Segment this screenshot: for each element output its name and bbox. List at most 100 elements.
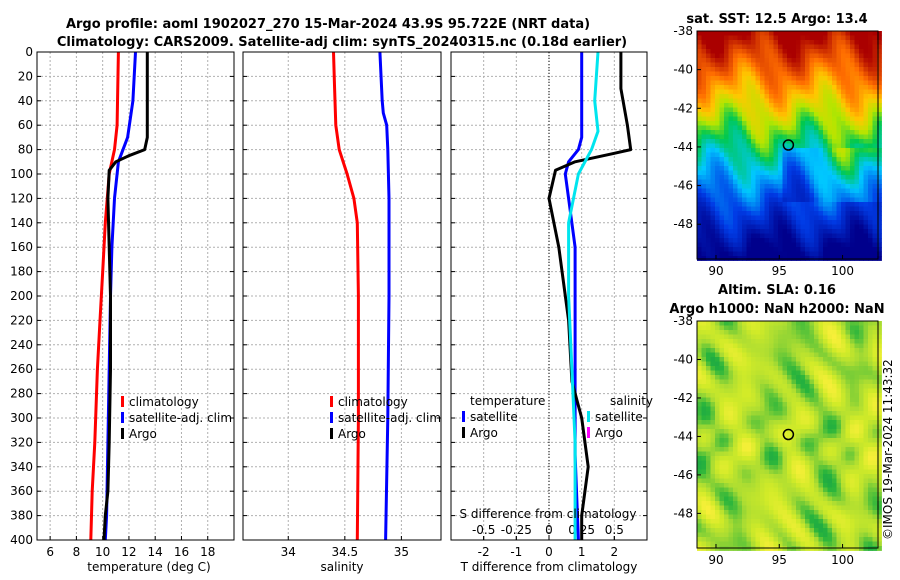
x-tick-label: 10 bbox=[95, 545, 110, 559]
map-cell bbox=[760, 188, 765, 194]
map-cell bbox=[728, 211, 734, 216]
map-cell bbox=[877, 62, 882, 68]
map-cell bbox=[742, 130, 747, 135]
map-cell bbox=[778, 451, 783, 457]
map-cell bbox=[868, 429, 873, 434]
map-cell bbox=[800, 483, 806, 488]
map-cell bbox=[755, 501, 761, 506]
map-cell bbox=[724, 206, 729, 212]
map-cell bbox=[850, 393, 855, 398]
map-cell bbox=[836, 130, 842, 135]
map-cell bbox=[778, 523, 783, 529]
map-cell bbox=[701, 184, 707, 189]
map-cell bbox=[715, 460, 720, 466]
map-cell bbox=[845, 523, 851, 529]
map-cell bbox=[760, 330, 765, 335]
map-cell bbox=[823, 366, 828, 371]
map-cell bbox=[868, 143, 873, 149]
map-cell bbox=[868, 85, 873, 90]
map-cell bbox=[746, 501, 752, 506]
map-cell bbox=[764, 58, 770, 63]
map-cell bbox=[760, 130, 765, 135]
map-cell bbox=[818, 85, 824, 90]
map-cell bbox=[841, 424, 846, 430]
map-cell bbox=[769, 98, 774, 104]
map-cell bbox=[814, 62, 819, 68]
map-cell bbox=[787, 460, 792, 466]
map-cell bbox=[800, 411, 806, 416]
map-cell bbox=[742, 334, 747, 340]
map-cell bbox=[697, 40, 702, 45]
map-cell bbox=[836, 143, 842, 149]
map-cell bbox=[836, 415, 842, 421]
map-cell bbox=[751, 71, 756, 77]
map-cell bbox=[778, 496, 783, 502]
map-cell bbox=[805, 184, 810, 189]
map-cell bbox=[859, 334, 864, 340]
map-cell bbox=[791, 35, 797, 41]
map-cell bbox=[877, 139, 882, 144]
series-t-satellite bbox=[563, 52, 584, 541]
map-cell bbox=[697, 152, 702, 158]
map-cell bbox=[710, 229, 716, 234]
map-cell bbox=[832, 31, 837, 36]
map-cell bbox=[769, 456, 774, 461]
map-cell bbox=[710, 375, 716, 380]
map-cell bbox=[800, 330, 806, 335]
map-cell bbox=[697, 519, 702, 524]
map-cell bbox=[814, 411, 819, 416]
map-cell bbox=[872, 71, 878, 77]
map-cell bbox=[751, 393, 756, 398]
map-cell bbox=[706, 175, 711, 180]
map-cell bbox=[836, 251, 842, 257]
map-cell bbox=[832, 456, 837, 461]
map-cell bbox=[715, 433, 720, 439]
map-cell bbox=[706, 474, 711, 479]
map-cell bbox=[755, 514, 761, 520]
map-cell bbox=[791, 384, 797, 389]
map-cell bbox=[805, 429, 810, 434]
map-cell bbox=[850, 532, 855, 538]
map-cell bbox=[796, 420, 801, 425]
map-cell bbox=[782, 348, 788, 353]
map-cell bbox=[823, 483, 828, 488]
map-cell bbox=[760, 438, 765, 443]
map-cell bbox=[715, 523, 720, 529]
map-cell bbox=[710, 397, 716, 403]
map-cell bbox=[805, 206, 810, 212]
map-cell bbox=[751, 98, 756, 104]
map-cell bbox=[796, 80, 801, 86]
map-cell bbox=[701, 397, 707, 403]
map-cell bbox=[859, 80, 864, 86]
map-cell bbox=[755, 125, 761, 131]
map-cell bbox=[760, 134, 765, 140]
map-cell bbox=[796, 537, 801, 542]
map-cell bbox=[859, 251, 864, 257]
map-cell bbox=[877, 202, 882, 207]
map-cell bbox=[805, 379, 810, 385]
map-cell bbox=[724, 130, 729, 135]
map-cell bbox=[715, 397, 720, 403]
map-cell bbox=[724, 134, 729, 140]
map-cell bbox=[755, 469, 761, 475]
map-cell bbox=[796, 424, 801, 430]
map-cell bbox=[724, 58, 729, 63]
map-cell bbox=[778, 35, 783, 41]
map-cell bbox=[805, 393, 810, 398]
map-cell bbox=[701, 541, 707, 547]
map-cell bbox=[832, 348, 837, 353]
map-cell bbox=[778, 465, 783, 470]
map-cell bbox=[697, 456, 702, 461]
map-cell bbox=[845, 348, 851, 353]
map-cell bbox=[706, 170, 711, 176]
map-cell bbox=[800, 532, 806, 538]
map-cell bbox=[773, 541, 779, 547]
map-cell bbox=[872, 220, 878, 225]
x-tick-label: 16 bbox=[174, 545, 189, 559]
map-cell bbox=[859, 501, 864, 506]
map-cell bbox=[877, 451, 882, 457]
map-cell bbox=[710, 53, 716, 59]
map-cell bbox=[836, 321, 842, 326]
map-cell bbox=[764, 433, 770, 439]
map-cell bbox=[841, 224, 846, 230]
